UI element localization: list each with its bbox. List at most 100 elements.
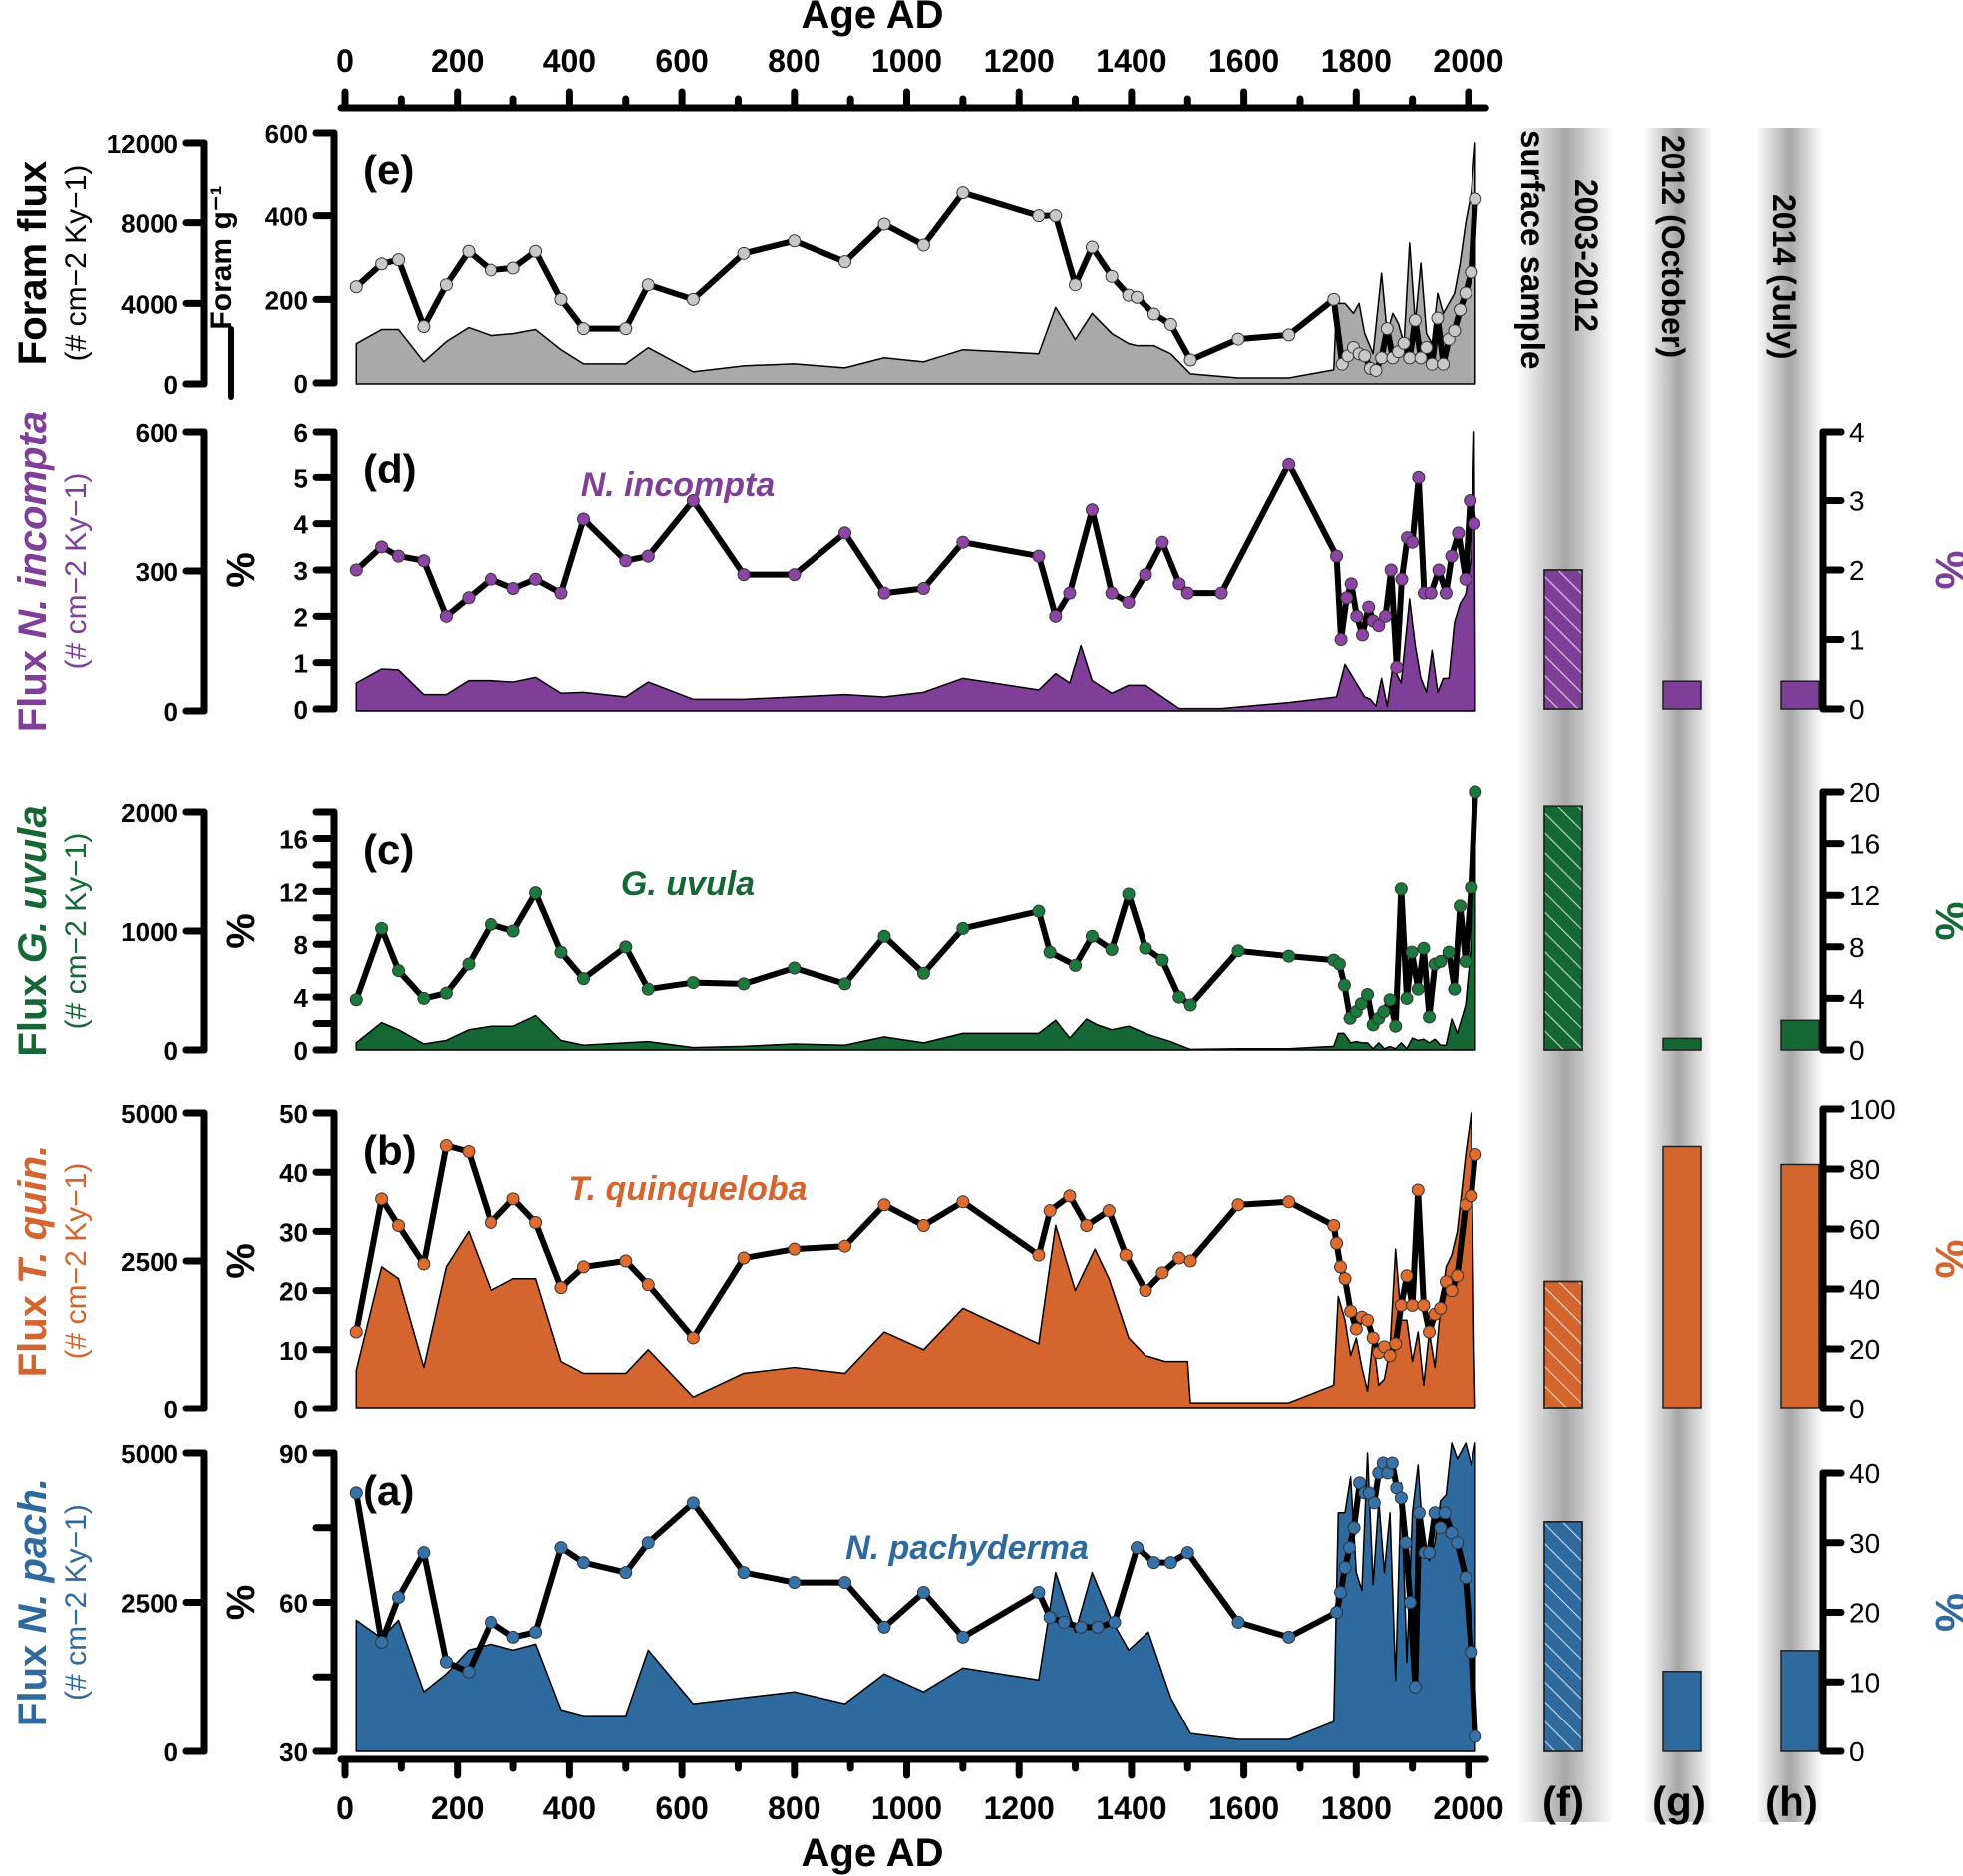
data-point bbox=[1085, 503, 1099, 517]
y-tick-label: 0 bbox=[1849, 1736, 1865, 1767]
data-point bbox=[1282, 1195, 1296, 1209]
data-point bbox=[1155, 535, 1169, 549]
y-tick-label: 8000 bbox=[121, 209, 178, 239]
data-point bbox=[956, 1195, 970, 1209]
y-tick-label: 5000 bbox=[121, 1099, 178, 1129]
x-tick-label: 1600 bbox=[1208, 1790, 1279, 1826]
data-point bbox=[1063, 586, 1077, 600]
data-point bbox=[485, 1216, 498, 1230]
top-axis-title: Age AD bbox=[802, 0, 944, 37]
data-point bbox=[737, 246, 751, 260]
data-point bbox=[1459, 1571, 1472, 1585]
panel-label-c: (c) bbox=[363, 826, 414, 873]
data-point bbox=[1330, 1236, 1344, 1250]
data-point bbox=[1139, 1284, 1152, 1298]
x-tick-label: 400 bbox=[543, 43, 596, 79]
y-tick-label: 30 bbox=[1849, 1528, 1880, 1559]
data-point bbox=[1369, 363, 1383, 377]
data-point bbox=[1423, 1325, 1437, 1339]
data-point bbox=[1338, 1272, 1352, 1286]
data-point bbox=[1032, 209, 1046, 223]
data-point bbox=[554, 1281, 568, 1295]
data-point bbox=[1330, 1605, 1344, 1619]
data-point bbox=[1085, 929, 1099, 943]
flux-axis-title: Flux N. pach. bbox=[11, 1478, 55, 1726]
data-point bbox=[1411, 982, 1425, 996]
y-tick-label: 2500 bbox=[121, 1247, 178, 1277]
species-label-b: T. quinqueloba bbox=[568, 1170, 807, 1208]
flux-title-plain: Flux bbox=[11, 1284, 55, 1377]
data-point bbox=[641, 549, 655, 563]
panel-b: 0 2500 5000 Flux T. quin. (# cm−2 Ky−1) 0 10 20… bbox=[11, 1094, 1963, 1424]
data-point bbox=[1332, 957, 1346, 971]
x-tick-label: 600 bbox=[655, 43, 708, 79]
data-point bbox=[1231, 1615, 1245, 1629]
panel-label-b: (b) bbox=[363, 1127, 417, 1174]
bar-g-c bbox=[1662, 1037, 1702, 1051]
data-point bbox=[392, 253, 406, 267]
data-point bbox=[1231, 1198, 1245, 1212]
data-point bbox=[1032, 1248, 1046, 1262]
data-point bbox=[1394, 1491, 1408, 1505]
data-point bbox=[485, 572, 498, 586]
data-point bbox=[1454, 303, 1468, 317]
right-axis-title: % bbox=[1926, 1593, 1963, 1632]
x-tick-label: 1400 bbox=[1096, 1790, 1166, 1826]
y-tick-label: 8 bbox=[1849, 932, 1865, 963]
y-tick-label: 2500 bbox=[121, 1589, 178, 1619]
data-point bbox=[1231, 332, 1245, 346]
sample-column-backgrounds bbox=[1517, 128, 1823, 1822]
data-point bbox=[1139, 941, 1152, 955]
data-point bbox=[788, 234, 802, 248]
data-point bbox=[1459, 286, 1472, 300]
data-point bbox=[1361, 987, 1375, 1001]
data-point bbox=[1105, 269, 1119, 283]
data-point bbox=[956, 535, 970, 549]
data-point bbox=[1395, 572, 1409, 586]
data-point bbox=[1432, 563, 1446, 577]
data-point bbox=[349, 993, 363, 1007]
y-tick-label: 60 bbox=[1849, 1214, 1880, 1245]
data-point bbox=[1334, 1260, 1348, 1274]
x-tick-label: 200 bbox=[431, 43, 484, 79]
y-tick-label: 600 bbox=[136, 418, 178, 448]
data-point bbox=[1282, 1630, 1296, 1644]
data-point bbox=[1108, 1615, 1122, 1629]
data-point bbox=[1379, 609, 1393, 623]
data-point bbox=[1405, 945, 1419, 959]
data-point bbox=[1383, 1349, 1397, 1363]
y-tick-label: 5 bbox=[294, 464, 308, 493]
y-tick-label: 0 bbox=[164, 1395, 178, 1424]
y-tick-label: 2 bbox=[1849, 555, 1865, 586]
y-tick-label: 1 bbox=[294, 649, 308, 679]
data-point bbox=[417, 1546, 431, 1560]
data-point bbox=[1032, 904, 1046, 918]
data-point bbox=[349, 563, 363, 577]
y-tick-label: 40 bbox=[279, 1158, 308, 1188]
data-point bbox=[1412, 1506, 1426, 1520]
bar-g-a bbox=[1662, 1671, 1702, 1752]
data-point bbox=[1043, 1610, 1057, 1624]
y-tick-label: 40 bbox=[1849, 1274, 1880, 1305]
data-point bbox=[737, 1251, 751, 1265]
pct-axis-title: % bbox=[219, 552, 263, 588]
data-point bbox=[554, 292, 568, 306]
panel-e: 0 4000 8000 12000 Foram flux (# cm−2 Ky−1) 0 20… bbox=[11, 119, 1482, 400]
data-point bbox=[1049, 609, 1063, 623]
data-point bbox=[1375, 351, 1389, 365]
y-tick-label: 0 bbox=[294, 369, 308, 399]
column-f-title-line2: surface sample bbox=[1514, 130, 1551, 369]
flux-area-c bbox=[355, 811, 1476, 1051]
y-tick-label: 20 bbox=[1849, 778, 1880, 808]
data-point bbox=[1340, 591, 1354, 605]
data-point bbox=[1399, 1536, 1413, 1550]
data-point bbox=[1465, 265, 1478, 279]
data-point bbox=[788, 961, 802, 975]
data-point bbox=[349, 1486, 363, 1500]
x-tick-label: 1000 bbox=[871, 1790, 942, 1826]
data-point bbox=[1464, 494, 1477, 507]
data-point bbox=[1180, 586, 1194, 600]
data-point bbox=[838, 1239, 852, 1253]
flux-axis-title: Flux G. uvula bbox=[11, 805, 55, 1056]
